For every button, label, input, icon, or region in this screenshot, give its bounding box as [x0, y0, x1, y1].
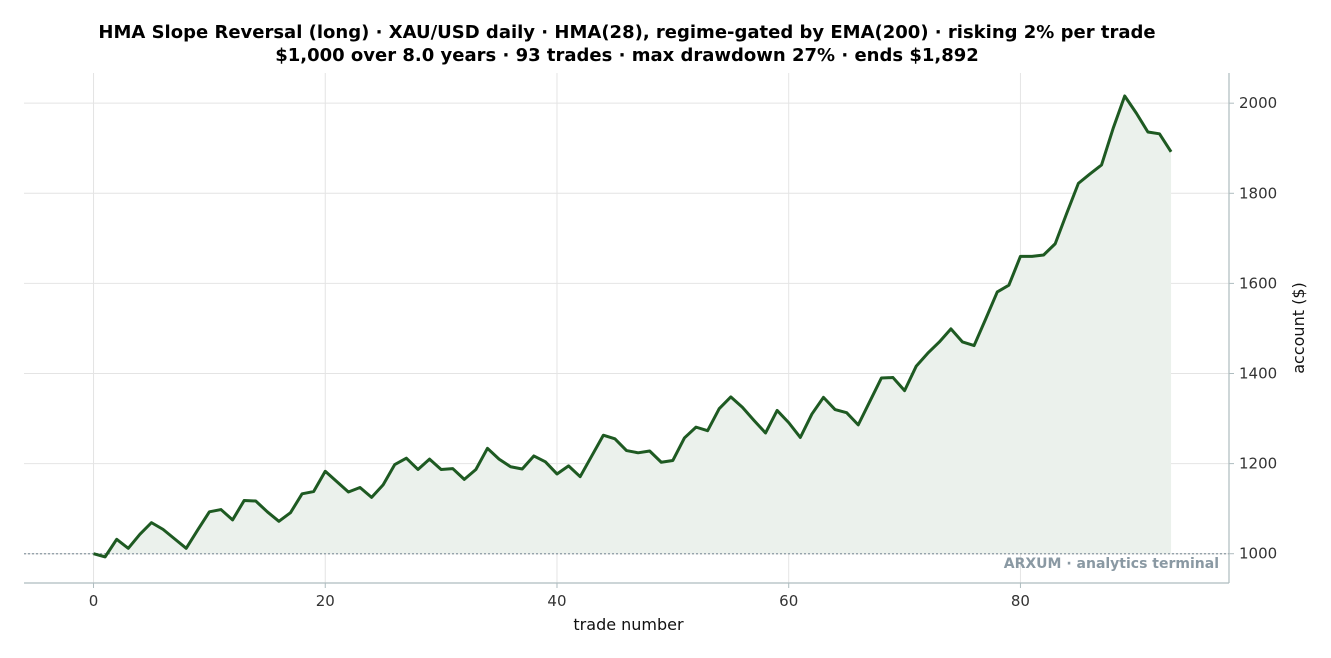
chart-subtitle: $1,000 over 8.0 years · 93 trades · max … — [275, 45, 979, 66]
equity-line — [93, 94, 1173, 559]
y-tick-label: 1400 — [1239, 365, 1277, 383]
y-tick-label: 1600 — [1239, 274, 1277, 292]
x-tick-label: 40 — [547, 592, 566, 610]
equity-area-fill — [93, 95, 1172, 557]
x-tick-label: 20 — [316, 592, 335, 610]
x-axis-ticks: 0 20 40 60 80 — [89, 583, 1030, 610]
x-tick-label: 80 — [1011, 592, 1030, 610]
y-axis-ticks: 1000 1200 1400 1600 1800 2000 — [1229, 94, 1277, 563]
y-tick-label: 1000 — [1239, 545, 1277, 563]
y-tick-label: 2000 — [1239, 94, 1277, 112]
axes — [24, 73, 1230, 584]
x-axis-label: trade number — [573, 615, 684, 634]
y-axis-label: account ($) — [1289, 282, 1308, 374]
y-tick-label: 1800 — [1239, 184, 1277, 202]
chart-title: HMA Slope Reversal (long) · XAU/USD dail… — [98, 22, 1156, 43]
x-tick-label: 60 — [779, 592, 798, 610]
y-tick-label: 1200 — [1239, 455, 1277, 473]
x-tick-label: 0 — [89, 592, 99, 610]
watermark-text: ARXUM · analytics terminal — [1004, 556, 1219, 572]
